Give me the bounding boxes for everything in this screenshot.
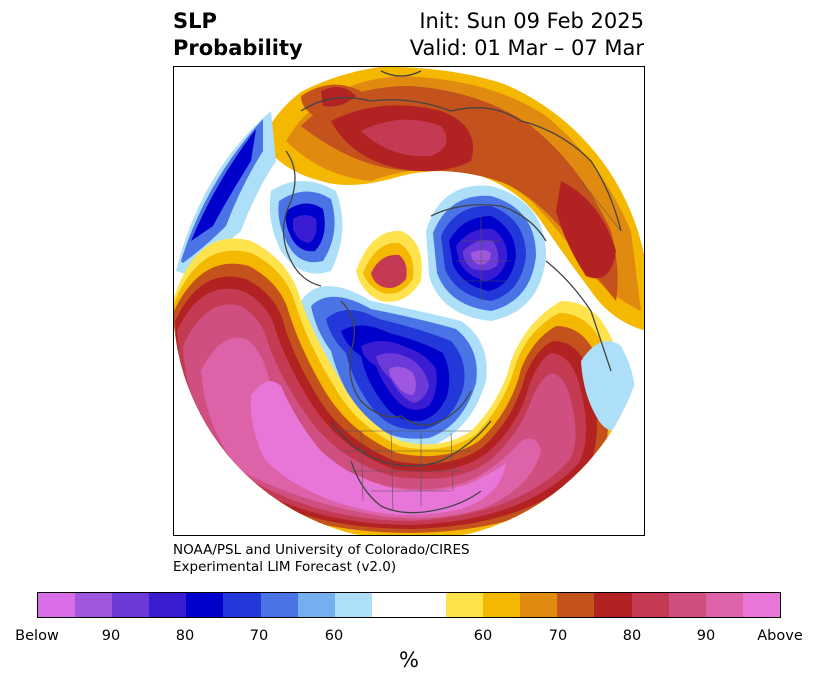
colorbar-segment: [371, 593, 409, 617]
credit-line1: NOAA/PSL and University of Colorado/CIRE…: [173, 542, 470, 558]
credit: NOAA/PSL and University of Colorado/CIRE…: [173, 542, 470, 576]
colorbar-segment: [705, 593, 743, 617]
colorbar-tick-label: 80: [622, 628, 642, 644]
colorbar-segment: [112, 593, 150, 617]
colorbar-segment: [483, 593, 521, 617]
map-panel: [173, 66, 645, 536]
colorbar-segment: [297, 593, 335, 617]
colorbar-segment: [594, 593, 632, 617]
colorbar-tick-label: 60: [324, 628, 344, 644]
colorbar-tick-label: 90: [696, 628, 716, 644]
eurasia-above-region: [261, 67, 644, 331]
colorbar-segment: [631, 593, 669, 617]
colorbar: [37, 592, 781, 618]
colorbar-tick-label: 90: [101, 628, 121, 644]
colorbar-segment: [742, 593, 780, 617]
colorbar-segment: [260, 593, 298, 617]
valid-range: Valid: 01 Mar – 07 Mar: [409, 36, 644, 60]
colorbar-segment: [334, 593, 372, 617]
credit-line2: Experimental LIM Forecast (v2.0): [173, 559, 397, 575]
probability-map: [174, 67, 644, 535]
siberia-below-region: [426, 185, 546, 321]
pacific-above-region: [174, 238, 636, 535]
colorbar-segment: [223, 593, 261, 617]
atlantic-below-region: [176, 111, 343, 276]
colorbar-tick-label: 70: [249, 628, 269, 644]
title-metric: Probability: [173, 36, 303, 60]
pole-above-region: [356, 230, 422, 302]
colorbar-unit: %: [399, 648, 419, 672]
init-date: Init: Sun 09 Feb 2025: [419, 9, 644, 33]
colorbar-segment: [149, 593, 187, 617]
colorbar-segment: [38, 593, 76, 617]
colorbar-tick-label: Below: [15, 628, 59, 644]
title-left: SLP Probability: [173, 8, 303, 62]
title-variable: SLP: [173, 9, 217, 33]
colorbar-tick-label: Above: [757, 628, 803, 644]
colorbar-segment: [668, 593, 706, 617]
colorbar-segment: [408, 593, 447, 617]
coastlines: [240, 70, 622, 514]
colorbar-tick-label: 80: [175, 628, 195, 644]
pole-marker: [405, 297, 413, 305]
colorbar-segment: [186, 593, 224, 617]
colorbar-segment: [446, 593, 484, 617]
colorbar-segment: [557, 593, 595, 617]
colorbar-segment: [75, 593, 113, 617]
title-right: Init: Sun 09 Feb 2025 Valid: 01 Mar – 07…: [410, 8, 644, 62]
colorbar-segment: [520, 593, 558, 617]
colorbar-tick-label: 60: [473, 628, 493, 644]
colorbar-tick-label: 70: [548, 628, 568, 644]
